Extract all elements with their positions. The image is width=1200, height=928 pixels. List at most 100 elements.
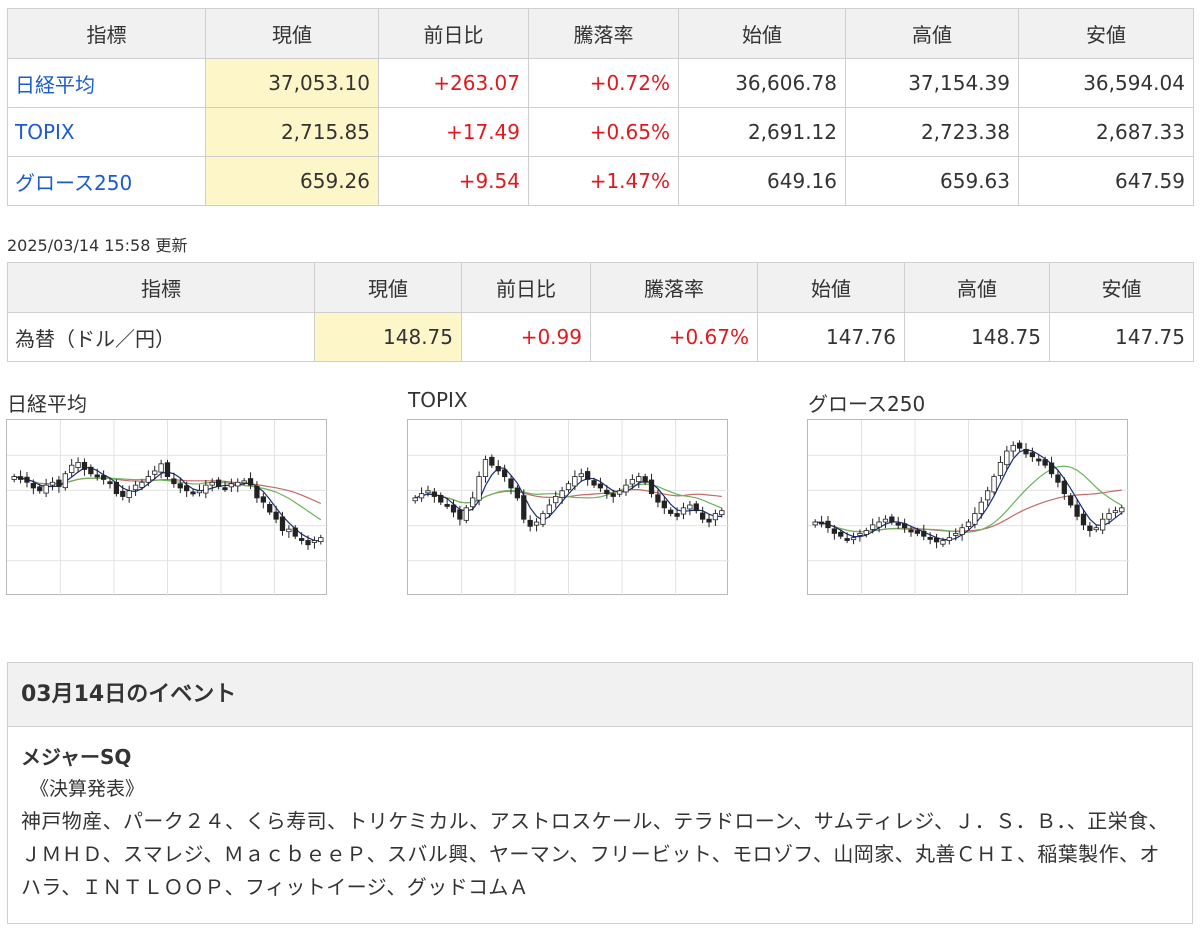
candle xyxy=(94,468,100,481)
candle xyxy=(463,505,469,524)
candle xyxy=(444,498,450,509)
candle xyxy=(139,479,145,491)
candle xyxy=(850,532,857,545)
candle xyxy=(648,473,655,498)
open-value: 2,691.12 xyxy=(678,107,846,157)
candle xyxy=(299,532,305,545)
change-value: +17.49 xyxy=(378,107,529,157)
candle xyxy=(655,489,661,508)
candle xyxy=(514,485,521,501)
candle xyxy=(687,501,693,516)
high-value: 659.63 xyxy=(845,156,1019,206)
low-value: 647.59 xyxy=(1018,156,1194,206)
candle xyxy=(604,485,610,499)
candle xyxy=(985,486,991,507)
candle xyxy=(132,481,139,496)
open-value: 649.16 xyxy=(678,156,846,206)
candle xyxy=(838,529,844,540)
chart-title-nikkei: 日経平均 xyxy=(7,392,87,416)
candle xyxy=(37,483,43,494)
chart-growth250[interactable] xyxy=(807,419,1129,596)
current-value: 659.26 xyxy=(205,156,379,206)
header-rate: 騰落率 xyxy=(528,8,679,59)
candle xyxy=(501,464,508,482)
candle xyxy=(521,489,527,524)
candle xyxy=(559,486,565,504)
candle xyxy=(273,505,279,524)
candle xyxy=(177,478,183,494)
header-high: 高値 xyxy=(845,8,1019,59)
change-value: +0.99 xyxy=(461,312,591,362)
current-value: 2,715.85 xyxy=(205,107,379,157)
fx-table: 指標 現値 前日比 騰落率 始値 高値 安値 為替（ドル／円） 148.75 +… xyxy=(7,262,1194,362)
candle xyxy=(49,477,56,491)
current-value: 37,053.10 xyxy=(205,58,379,108)
candle xyxy=(260,492,266,509)
candle xyxy=(616,487,623,498)
candle xyxy=(88,464,94,477)
candle xyxy=(591,477,597,488)
candle xyxy=(184,481,190,498)
header-change: 前日比 xyxy=(378,8,529,59)
candle xyxy=(857,529,863,542)
table-row: TOPIX 2,715.85 +17.49 +0.65% 2,691.12 2,… xyxy=(7,107,1194,157)
candle xyxy=(680,502,687,520)
candle xyxy=(305,535,311,550)
candle xyxy=(311,536,318,549)
events-subtitle: メジャーSQ xyxy=(21,745,132,769)
candle xyxy=(700,506,706,524)
candle xyxy=(1100,512,1106,534)
header-current: 現値 xyxy=(314,262,462,313)
candle xyxy=(946,531,952,545)
candle xyxy=(991,473,997,495)
low-value: 147.75 xyxy=(1049,312,1194,362)
candle xyxy=(914,527,921,537)
candle xyxy=(1119,505,1125,515)
candle xyxy=(870,518,876,534)
header-indicator: 指標 xyxy=(7,262,315,313)
candle xyxy=(636,472,642,488)
candle xyxy=(489,454,495,469)
candle xyxy=(629,474,636,490)
candle xyxy=(69,458,75,477)
candle xyxy=(908,526,914,537)
candle xyxy=(30,479,36,495)
candle xyxy=(533,518,540,532)
high-value: 37,154.39 xyxy=(845,58,1019,108)
candle xyxy=(425,485,431,497)
header-open: 始値 xyxy=(678,8,846,59)
rate-value: +0.65% xyxy=(528,107,679,157)
candle xyxy=(17,470,24,484)
chart-title-growth250: グロース250 xyxy=(808,392,926,416)
candle xyxy=(1010,441,1016,458)
chart-title-topix: TOPIX xyxy=(408,388,468,412)
candle xyxy=(222,481,228,492)
index-link-growth250[interactable]: グロース250 xyxy=(15,170,133,195)
candle xyxy=(247,472,254,490)
chart-nikkei[interactable] xyxy=(6,419,328,596)
chart-topix[interactable] xyxy=(407,419,729,596)
candle xyxy=(215,477,222,490)
candle xyxy=(1055,469,1061,488)
candle xyxy=(254,481,260,504)
header-change: 前日比 xyxy=(461,262,591,313)
candle xyxy=(81,458,88,476)
candle xyxy=(844,532,850,544)
chart-growth250-svg xyxy=(808,420,1129,596)
index-link-nikkei[interactable]: 日経平均 xyxy=(15,72,95,97)
candle xyxy=(418,487,425,502)
candle xyxy=(1112,506,1119,518)
candle xyxy=(901,518,908,533)
candle xyxy=(863,527,869,538)
header-current: 現値 xyxy=(205,8,379,59)
header-low: 安値 xyxy=(1049,262,1194,313)
fx-table-header: 指標 現値 前日比 騰落率 始値 高値 安値 xyxy=(7,262,1194,313)
candle xyxy=(623,478,629,496)
candle xyxy=(921,524,927,541)
rate-value: +0.67% xyxy=(590,312,758,362)
candle xyxy=(1093,524,1099,533)
candle xyxy=(1068,493,1074,508)
candle xyxy=(895,516,901,529)
index-link-topix[interactable]: TOPIX xyxy=(15,120,75,144)
candle xyxy=(164,459,171,480)
